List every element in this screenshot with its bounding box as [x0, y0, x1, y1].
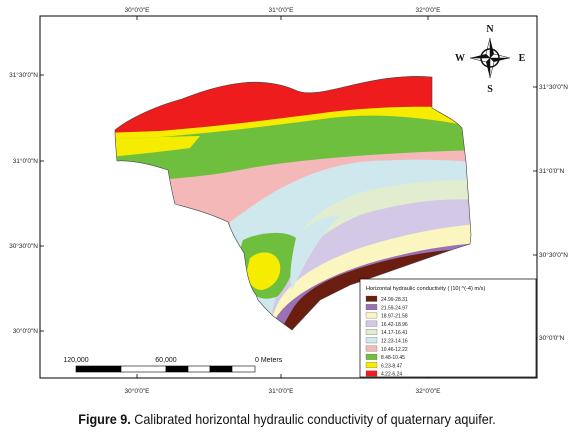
legend-label: 8.48-10.45 [381, 355, 405, 361]
scale-label-0-meters: 0 Meters [255, 357, 283, 364]
compass-south-label: S [487, 84, 493, 95]
figure-caption-text: Calibrated horizontal hydraulic conducti… [130, 411, 496, 427]
legend-swatch [365, 295, 378, 302]
study-area-outline [114, 76, 472, 331]
zone-6.23-8.47-southwest [246, 252, 281, 290]
right-tick-label: 31°0'0"N [539, 167, 565, 175]
legend-swatch [365, 304, 378, 310]
legend-box [359, 278, 537, 378]
compass-west-label: W [455, 53, 465, 64]
figure-caption-label: Figure 9. [78, 411, 131, 427]
legend-label: 21.59-24.97 [381, 305, 408, 311]
left-tick-label: 30°0'0"N [13, 327, 39, 335]
figure-caption: Figure 9. Calibrated horizontal hydrauli… [29, 411, 546, 427]
bottom-tick-label: 32°0'0"E [416, 387, 442, 395]
legend-swatch [365, 320, 378, 327]
legend-label: 14.17-16.41 [381, 330, 408, 336]
scale-label-120000: 120,000 [63, 357, 88, 364]
legend-items: 24.99-28.31 21.59-24.97 18.97-21.58 16.42-1… [365, 295, 408, 378]
legend-swatch [365, 362, 378, 369]
legend-swatch [365, 312, 378, 319]
legend-swatch [365, 337, 378, 344]
bottom-tick-label: 31°0'0"E [269, 387, 295, 395]
scale-bar [75, 365, 256, 373]
compass-north-label: N [486, 24, 494, 35]
legend-label: 6.23-8.47 [381, 363, 402, 369]
left-tick-label: 31°0'0"N [13, 157, 39, 165]
legend-label: 18.97-21.58 [381, 314, 408, 320]
top-tick-label: 32°0'0"E [416, 6, 442, 14]
compass-east-label: E [519, 53, 526, 64]
legend-label: 4.22-6.24 [381, 372, 402, 378]
legend: Horizontal hydraulic conductivity ( |10|… [359, 278, 537, 378]
right-tick-label: 31°30'0"N [539, 83, 568, 91]
legend-label: 24.99-28.31 [381, 297, 408, 303]
left-tick-label: 30°30'0"N [9, 242, 38, 250]
left-tick-label: 31°30'0"N [9, 71, 38, 79]
zone-6.23-8.47-west [115, 136, 200, 158]
bottom-tick-label: 30°0'0"E [125, 387, 151, 395]
legend-label: 10.46-12.22 [381, 347, 408, 353]
top-tick-label: 31°0'0"E [269, 6, 295, 14]
compass-rose [469, 37, 511, 79]
scale-label-60000: 60,000 [155, 357, 177, 364]
legend-title: Horizontal hydraulic conductivity ( |10|… [366, 286, 485, 292]
legend-label: 12.23-14.16 [381, 339, 408, 345]
legend-swatch [365, 329, 378, 335]
legend-swatch [365, 345, 378, 352]
right-tick-label: 30°0'0"N [539, 334, 565, 342]
legend-swatch [365, 370, 378, 377]
top-tick-label: 30°0'0"E [125, 6, 151, 14]
legend-label: 16.42-18.96 [381, 322, 408, 328]
legend-swatch [365, 353, 378, 360]
right-tick-label: 30°30'0"N [539, 251, 568, 259]
zone-12.23-14.16-wedge [290, 215, 340, 290]
